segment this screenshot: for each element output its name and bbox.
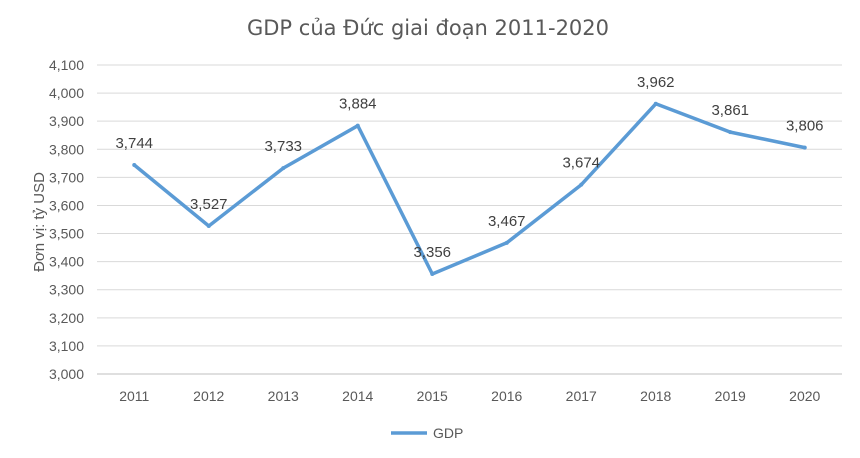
y-tick-label: 3,700 xyxy=(49,169,84,185)
series-layer xyxy=(132,101,807,276)
data-label: 3,733 xyxy=(264,138,302,155)
series-line-gdp xyxy=(132,102,807,276)
y-tick-label: 4,000 xyxy=(49,85,84,101)
legend: GDP xyxy=(391,425,463,441)
data-point xyxy=(355,123,360,128)
x-tick-label: 2020 xyxy=(789,388,820,404)
x-tick-label: 2014 xyxy=(342,388,373,404)
data-label: 3,356 xyxy=(413,244,451,261)
x-tick-label: 2019 xyxy=(715,388,746,404)
data-point xyxy=(132,163,137,168)
data-label: 3,527 xyxy=(190,196,228,213)
y-tick-label: 3,800 xyxy=(49,141,84,157)
x-tick-label: 2013 xyxy=(268,388,299,404)
y-tick-label: 3,300 xyxy=(49,282,84,298)
x-tick-label: 2016 xyxy=(491,388,522,404)
data-point xyxy=(653,101,658,106)
legend-label-gdp: GDP xyxy=(433,425,463,441)
data-labels: 3,744 3,527 3,733 3,884 3,356 3,467 3,674 3,962… xyxy=(115,74,823,261)
y-axis-label: Đơn vị: tỷ USD xyxy=(31,172,48,272)
y-tick-label: 4,100 xyxy=(49,57,84,73)
x-axis-ticks: 2011 2012 2013 2014 2015 2016 2017 2018 2019 2020 xyxy=(119,388,820,404)
data-label: 3,861 xyxy=(711,102,749,119)
data-point xyxy=(504,240,509,245)
x-tick-label: 2015 xyxy=(417,388,448,404)
data-label: 3,467 xyxy=(488,213,526,230)
y-tick-label: 3,500 xyxy=(49,226,84,242)
y-axis-ticks: 3,000 3,100 3,200 3,300 3,400 3,500 3,600 3,700… xyxy=(49,57,84,382)
gridlines xyxy=(97,64,842,375)
y-tick-label: 3,100 xyxy=(49,338,84,354)
data-point xyxy=(281,166,286,171)
data-point xyxy=(802,145,807,150)
data-label: 3,884 xyxy=(339,96,377,113)
x-tick-label: 2012 xyxy=(193,388,224,404)
y-tick-label: 3,000 xyxy=(49,366,84,382)
y-tick-label: 3,600 xyxy=(49,197,84,213)
chart-title: GDP của Đức giai đoạn 2011-2020 xyxy=(247,16,609,40)
data-point xyxy=(430,271,435,276)
data-point xyxy=(579,182,584,187)
data-point xyxy=(728,130,733,135)
y-tick-label: 3,400 xyxy=(49,254,84,270)
data-label: 3,806 xyxy=(786,118,824,135)
y-tick-label: 3,200 xyxy=(49,310,84,326)
data-point xyxy=(206,223,211,228)
x-tick-label: 2017 xyxy=(566,388,597,404)
x-tick-label: 2011 xyxy=(119,388,149,404)
data-label: 3,962 xyxy=(637,74,675,91)
x-tick-label: 2018 xyxy=(640,388,671,404)
y-tick-label: 3,900 xyxy=(49,113,84,129)
data-label: 3,744 xyxy=(115,135,153,152)
data-label: 3,674 xyxy=(562,155,600,172)
